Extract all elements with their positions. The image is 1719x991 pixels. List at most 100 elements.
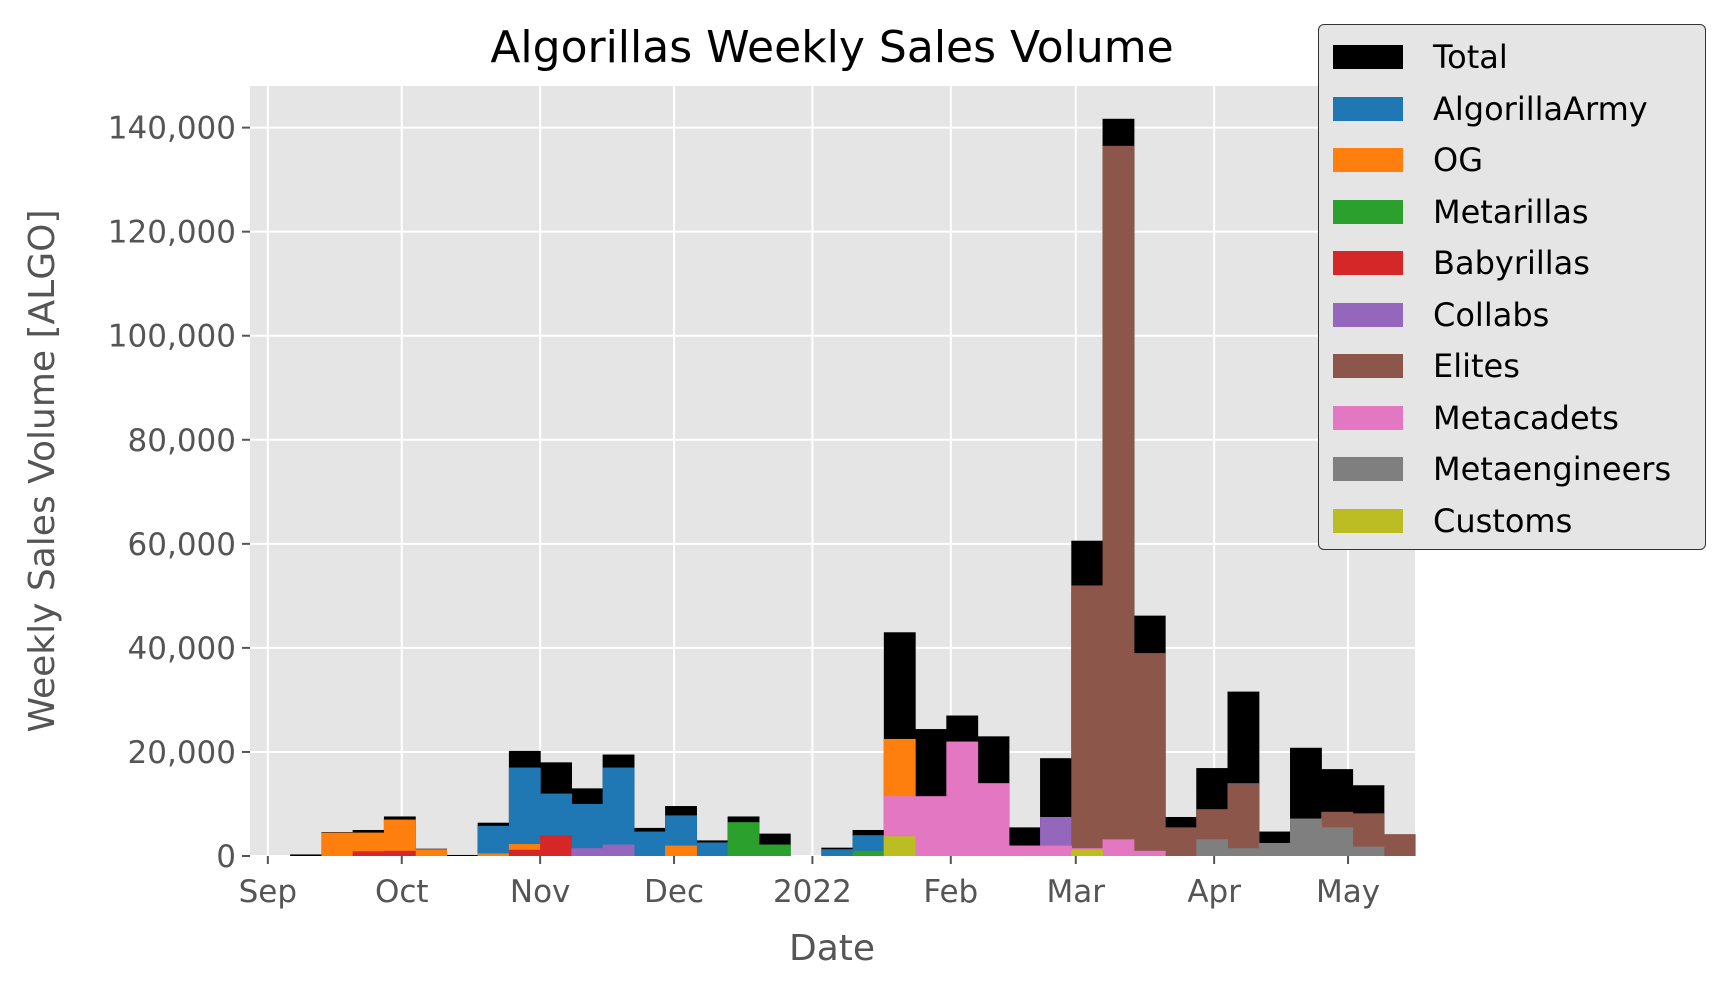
bar-metacadets (1008, 845, 1041, 856)
bar-algorillaarmy (602, 767, 635, 856)
axes: 0 20,000 40,000 60,000 80,000 100,000 120,000 1… (108, 111, 1380, 910)
legend-swatch (1333, 508, 1403, 533)
bars (290, 118, 1416, 857)
legend-label: Metaengineers (1433, 450, 1672, 488)
x-tick-label: May (1316, 874, 1380, 910)
series-customs (883, 836, 1104, 856)
bar-collabs (602, 844, 635, 856)
x-tick-label: 2022 (773, 874, 852, 910)
bar-metarillas (727, 822, 760, 856)
bar-metaengineers (1258, 842, 1291, 856)
x-tick-label: Apr (1187, 874, 1241, 910)
y-tick-label: 0 (216, 839, 236, 875)
legend-item-customs: Customs (1333, 501, 1572, 541)
bar-metaengineers (1227, 848, 1260, 856)
bar-elites (1165, 827, 1197, 856)
legend-label: Elites (1433, 347, 1520, 385)
bar-metaengineers (1352, 846, 1385, 856)
legend-label: OG (1433, 141, 1483, 179)
legend-swatch (1333, 457, 1403, 481)
bar-og (321, 832, 354, 856)
legend-item-collabs: Collabs (1333, 295, 1549, 335)
bar-metacadets (977, 783, 1010, 856)
legend-item-metaengineers: Metaengineers (1333, 449, 1671, 489)
legend-item-og: OG (1333, 140, 1483, 180)
legend-item-algorillaarmy: AlgorillaArmy (1333, 89, 1648, 129)
legend-item-metarillas: Metarillas (1333, 192, 1589, 232)
bar-og (383, 819, 416, 856)
x-tick-label: Feb (923, 874, 978, 910)
legend-swatch (1333, 354, 1403, 378)
legend-item-metacadets: Metacadets (1333, 398, 1619, 438)
bar-metacadets (1040, 845, 1072, 856)
bar-metaengineers (1321, 827, 1354, 856)
bar-algorillaarmy (696, 842, 729, 856)
bar-og (477, 853, 510, 856)
bar-metarillas (758, 844, 791, 856)
y-tick-label: 20,000 (128, 735, 236, 771)
legend-label: Babyrillas (1433, 244, 1590, 282)
bar-elites (1227, 784, 1260, 856)
bar-babyrillas (540, 835, 572, 856)
x-tick-label: Sep (239, 874, 297, 910)
bar-customs (883, 836, 916, 856)
legend-label: Customs (1433, 501, 1573, 540)
chart-title: Algorillas Weekly Sales Volume (490, 22, 1173, 73)
legend: Total AlgorillaArmy OG Metarillas Babyrillas… (1318, 24, 1706, 550)
x-tick-label: Oct (375, 874, 429, 910)
plot-background (250, 86, 1415, 856)
bar-elites (1071, 585, 1104, 856)
bar-og (665, 845, 697, 856)
bar-babyrillas (508, 849, 541, 856)
series-metaengineers (1196, 818, 1385, 856)
bar-elites (1383, 834, 1416, 856)
bar-algorillaarmy (821, 849, 854, 856)
legend-label: Collabs (1433, 295, 1550, 334)
legend-swatch (1333, 199, 1403, 224)
series-metacadets (883, 741, 1166, 856)
legend-label: Metarillas (1433, 192, 1589, 231)
bar-algorillaarmy (508, 767, 541, 856)
bar-metaengineers (1290, 818, 1322, 856)
bar-algorillaarmy (571, 803, 604, 856)
legend-label: AlgorillaArmy (1433, 89, 1648, 128)
y-tick-label: 100,000 (108, 319, 236, 355)
bar-customs (1071, 849, 1104, 856)
bar-algorillaarmy (477, 825, 510, 856)
x-tick-label: Nov (510, 874, 571, 910)
bar-collabs (571, 848, 604, 856)
bar-algorillaarmy (633, 831, 666, 856)
bar-metacadets (1102, 839, 1135, 856)
y-tick-label: 40,000 (128, 631, 236, 667)
gridlines (250, 86, 1415, 857)
bar-metarillas (852, 850, 885, 856)
legend-swatch (1333, 302, 1403, 327)
y-axis-label: Weekly Sales Volume [ALGO] (22, 210, 63, 733)
bar-og (352, 832, 385, 856)
bar-elites (1133, 653, 1166, 856)
series-metarillas (727, 822, 885, 856)
series-babyrillas (352, 835, 572, 856)
x-tick-label: Mar (1047, 874, 1106, 910)
bar-total (290, 854, 323, 856)
bar-og (415, 849, 447, 856)
bar-total (446, 854, 479, 856)
y-tick-label: 120,000 (108, 215, 236, 251)
bar-babyrillas (352, 851, 385, 856)
legend-item-elites: Elites (1333, 346, 1520, 386)
legend-item-total: Total (1333, 37, 1508, 77)
legend-swatch (1333, 96, 1403, 121)
bar-metacadets (946, 741, 979, 856)
y-tick-label: 140,000 (108, 111, 236, 147)
bar-metaengineers (1196, 839, 1229, 856)
bar-metacadets (915, 796, 947, 856)
legend-swatch (1333, 405, 1403, 430)
legend-label: Total (1433, 38, 1508, 76)
bar-metacadets (1133, 850, 1166, 856)
legend-swatch (1333, 45, 1403, 69)
x-axis-label: Date (789, 928, 875, 969)
x-tick-label: Dec (644, 874, 704, 910)
legend-swatch (1333, 148, 1403, 172)
